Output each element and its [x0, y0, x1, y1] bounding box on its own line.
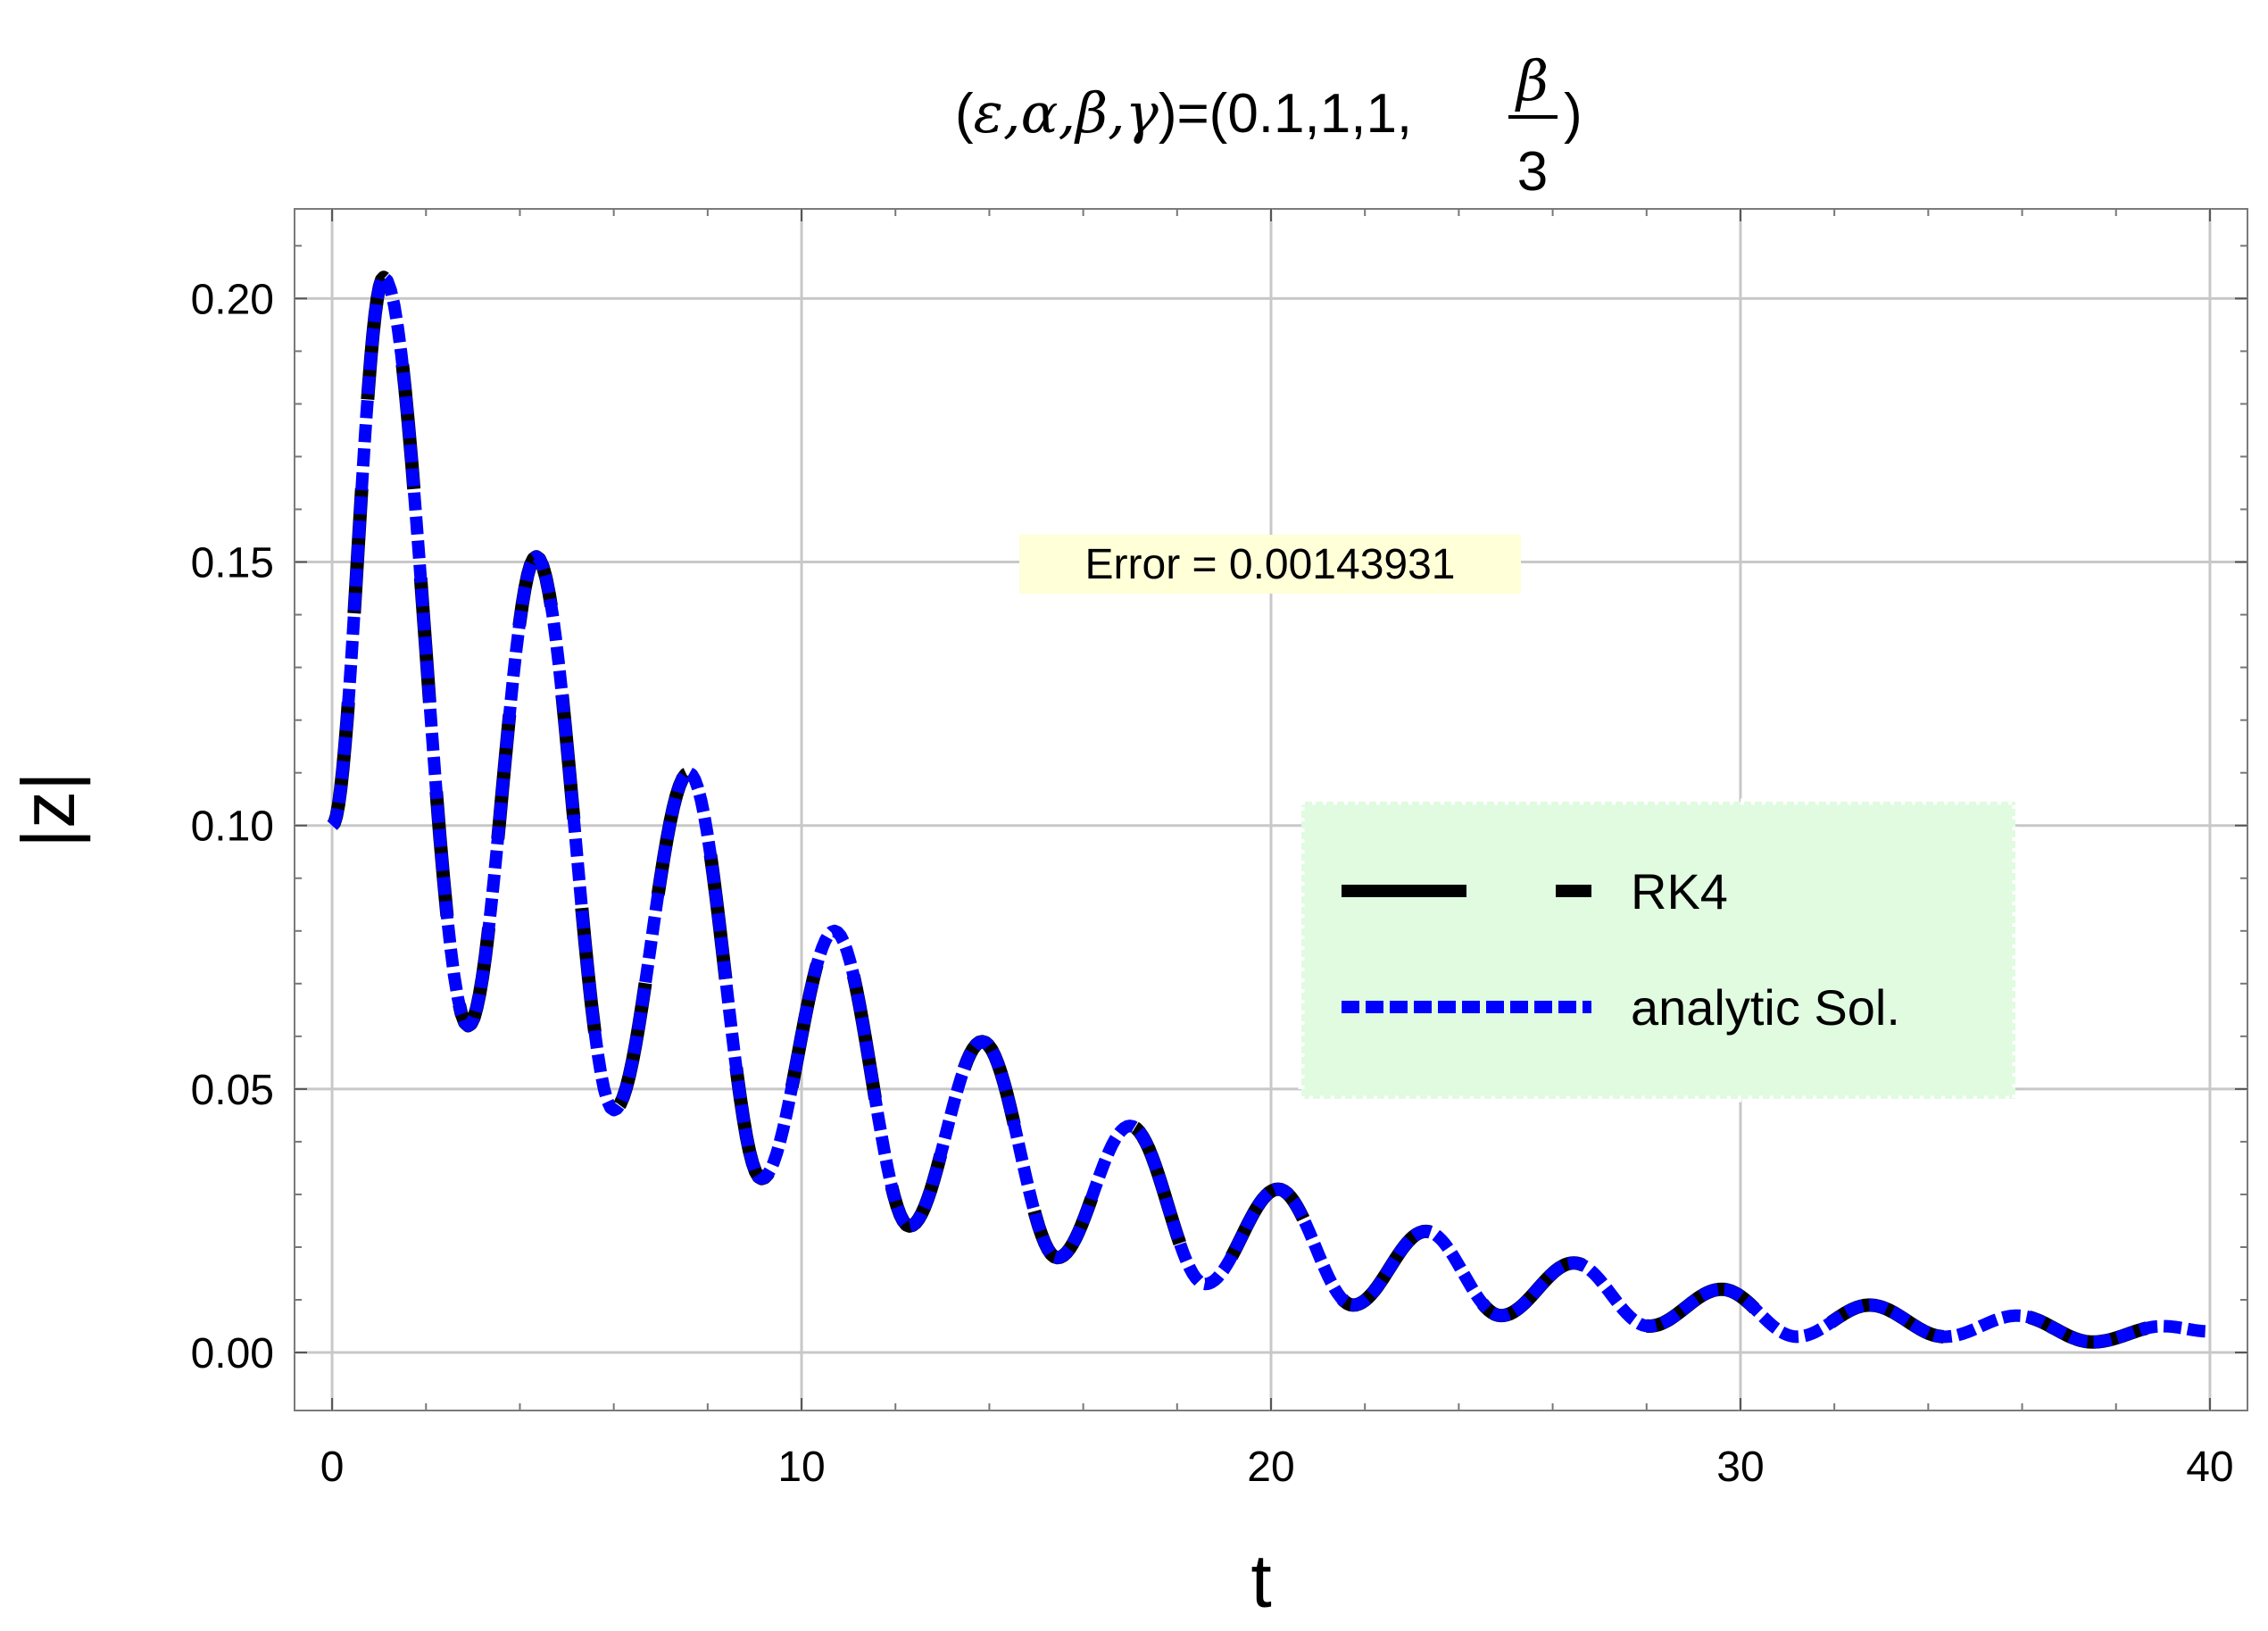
y-axis-label: |z|	[6, 771, 90, 848]
title-symbols: ε,α,β,γ	[974, 80, 1159, 146]
series-line-analytic	[327, 270, 2214, 1349]
x-tick-label: 30	[1716, 1444, 1764, 1491]
y-tick-label: 0.20	[191, 276, 274, 323]
x-tick-label: 10	[777, 1444, 825, 1491]
y-tick-label: 0.05	[191, 1067, 274, 1114]
svg-text:(ε,α,β,γ)=(0.1,1,1,: (ε,α,β,γ)=(0.1,1,1,	[955, 80, 1412, 146]
y-tick-label: 0.15	[191, 540, 274, 587]
x-tick-label: 40	[2186, 1444, 2233, 1491]
chart-title: (ε,α,β,γ)=(0.1,1,1, β 3 )	[955, 48, 1583, 203]
title-prefix: (	[955, 83, 974, 145]
x-axis-label: t	[1250, 1539, 1271, 1623]
title-suffix: )	[1564, 83, 1583, 145]
title-fraction-denominator: 3	[1517, 141, 1548, 203]
x-tick-label: 20	[1247, 1444, 1294, 1491]
legend-background	[1298, 798, 2019, 1103]
tick-labels: 0 10 20 30 40 0.00 0.05 0.10 0.15 0.20	[191, 276, 2234, 1491]
error-annotation: Error = 0.00143931	[1019, 535, 1521, 594]
legend: RK4 analytic Sol.	[1298, 798, 2019, 1103]
axis-ticks	[295, 209, 2247, 1410]
title-middle: )=(0.1,1,1,	[1159, 83, 1412, 145]
legend-label-rk4: RK4	[1631, 863, 1728, 920]
title-fraction-numerator: β	[1515, 48, 1549, 113]
error-annotation-text: Error = 0.00143931	[1085, 541, 1456, 588]
y-tick-label: 0.00	[191, 1330, 274, 1377]
series-group	[327, 270, 2215, 1349]
x-tick-label: 0	[320, 1444, 345, 1491]
y-tick-label: 0.10	[191, 803, 274, 851]
legend-label-analytic: analytic Sol.	[1631, 979, 1900, 1036]
error-annotation-background	[1019, 535, 1521, 594]
